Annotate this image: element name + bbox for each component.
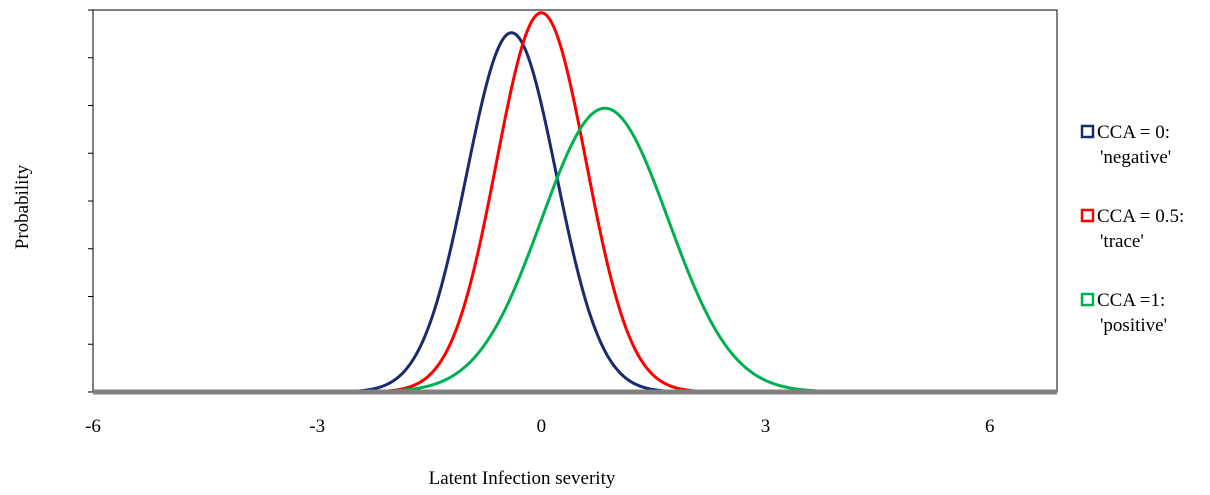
legend-label: 'positive' (1100, 315, 1167, 336)
x-tick-label: 3 (761, 416, 771, 437)
legend-label: CCA = 0.5: (1097, 206, 1184, 227)
x-tick-label: 6 (985, 416, 995, 437)
series-line-2 (93, 106, 1057, 394)
legend-item-0: CCA = 0: 'negative' (1080, 122, 1171, 168)
series-line-1 (93, 11, 1057, 394)
y-axis-label: Probability (12, 164, 33, 249)
x-axis-label: Latent Infection severity (429, 468, 616, 489)
legend-label: 'trace' (1100, 231, 1144, 252)
x-tick-label: 0 (537, 416, 547, 437)
series-line-0 (93, 31, 1057, 394)
legend-item-1: CCA = 0.5: 'trace' (1080, 206, 1184, 252)
legend-swatch (1080, 208, 1095, 223)
legend-item-2: CCA =1: 'positive' (1080, 290, 1167, 336)
x-tick-label: -3 (309, 416, 325, 437)
legend-label: CCA = 0: (1097, 122, 1170, 143)
legend-swatch (1080, 292, 1095, 307)
legend-label: CCA =1: (1097, 290, 1165, 311)
legend-label: 'negative' (1100, 147, 1171, 168)
plot-frame (92, 9, 1058, 393)
x-tick-label: -6 (85, 416, 101, 437)
legend-swatch (1080, 124, 1095, 139)
